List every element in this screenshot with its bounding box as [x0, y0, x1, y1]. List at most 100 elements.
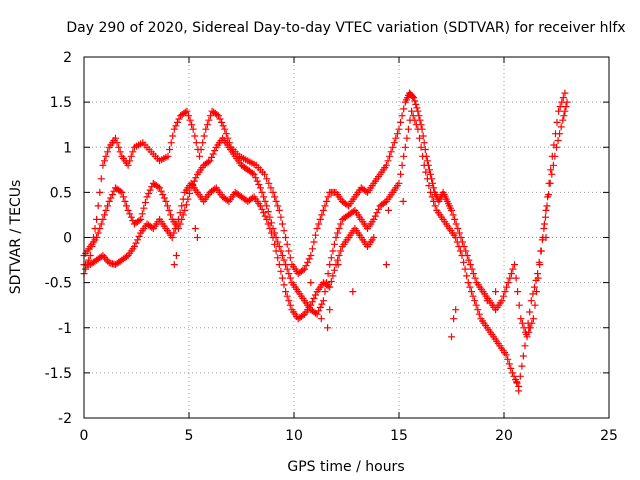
- data-point: [455, 243, 463, 250]
- data-point: [412, 121, 420, 129]
- data-point: [307, 279, 315, 287]
- data-point: [193, 234, 201, 241]
- data-point: [509, 265, 517, 273]
- data-point: [504, 279, 512, 287]
- data-point: [532, 276, 540, 284]
- data-point: [370, 234, 378, 241]
- series-sdtvar-track-b: [80, 98, 571, 390]
- data-point: [420, 161, 428, 169]
- data-point: [531, 283, 538, 291]
- data-point: [256, 202, 264, 210]
- data-point: [199, 139, 207, 147]
- data-point: [429, 179, 437, 187]
- data-point: [461, 265, 469, 273]
- data-point: [453, 238, 461, 246]
- y-tick-label: -0.5: [45, 276, 72, 292]
- data-point: [563, 98, 571, 106]
- x-tick-label: 20: [495, 428, 513, 444]
- data-point: [371, 212, 379, 220]
- data-point: [397, 118, 405, 126]
- data-point: [175, 215, 182, 223]
- data-point: [516, 372, 524, 380]
- data-point: [448, 333, 455, 341]
- data-point: [278, 220, 286, 228]
- data-point: [97, 175, 105, 183]
- data-point: [556, 130, 564, 138]
- data-point: [218, 118, 226, 126]
- data-point: [337, 247, 345, 255]
- data-point: [94, 202, 102, 210]
- data-point: [124, 206, 132, 214]
- data-point: [223, 196, 231, 204]
- data-point: [134, 236, 142, 244]
- data-point: [504, 355, 512, 363]
- data-point: [511, 261, 518, 269]
- data-point: [156, 184, 164, 192]
- data-point: [329, 272, 337, 280]
- data-point: [165, 206, 173, 214]
- data-point: [282, 234, 290, 241]
- data-point: [173, 118, 181, 126]
- data-point: [381, 199, 389, 206]
- data-point: [533, 288, 540, 296]
- data-point: [126, 157, 134, 165]
- data-point: [397, 170, 405, 178]
- data-point: [173, 220, 181, 228]
- data-point: [172, 122, 180, 130]
- data-point: [258, 205, 266, 213]
- data-point: [169, 132, 177, 140]
- data-point: [400, 105, 408, 113]
- data-point: [450, 315, 458, 323]
- data-point: [458, 252, 466, 259]
- data-point: [264, 220, 272, 228]
- data-point: [335, 252, 343, 259]
- data-point: [452, 234, 460, 241]
- data-point: [468, 288, 475, 296]
- y-tick-label: 2: [63, 50, 72, 66]
- data-point: [427, 188, 434, 196]
- data-point: [546, 179, 554, 187]
- data-point: [492, 288, 500, 296]
- y-axis: -2 -1.5 -1 -0.5 0 0.5 1 1.5 2: [45, 50, 609, 427]
- data-point: [416, 134, 423, 142]
- chart-title: Day 290 of 2020, Sidereal Day-to-day VTE…: [66, 20, 625, 36]
- data-point: [508, 369, 516, 377]
- grid-lines: [84, 57, 609, 418]
- data-point: [471, 297, 479, 305]
- data-point: [274, 202, 282, 210]
- data-point: [375, 205, 382, 213]
- data-point: [525, 324, 533, 332]
- y-axis-label: SDTVAR / TECUs: [8, 180, 24, 295]
- data-point: [304, 258, 312, 266]
- data-point: [521, 342, 529, 350]
- data-point: [249, 169, 256, 177]
- data-point: [146, 186, 154, 194]
- data-point: [255, 181, 263, 188]
- data-point: [121, 197, 129, 205]
- data-point: [518, 362, 526, 370]
- data-point: [102, 206, 110, 214]
- data-point: [310, 294, 318, 302]
- data-point: [189, 125, 197, 133]
- series-sdtvar-scattered: [170, 197, 550, 395]
- data-point: [181, 206, 189, 214]
- data-point: [411, 116, 419, 124]
- data-point: [286, 274, 294, 282]
- data-point: [275, 206, 283, 214]
- data-point: [307, 301, 315, 309]
- data-point: [282, 288, 290, 296]
- data-point: [271, 193, 279, 201]
- data-point: [148, 223, 156, 231]
- data-point: [324, 193, 332, 201]
- data-point: [413, 104, 421, 112]
- data-point: [285, 270, 293, 278]
- data-point: [263, 175, 271, 183]
- data-point: [186, 116, 194, 124]
- data-point: [451, 215, 459, 223]
- data-point: [275, 261, 283, 269]
- data-point: [502, 351, 510, 359]
- data-point: [326, 306, 334, 314]
- data-point: [349, 208, 357, 216]
- data-point: [431, 202, 439, 210]
